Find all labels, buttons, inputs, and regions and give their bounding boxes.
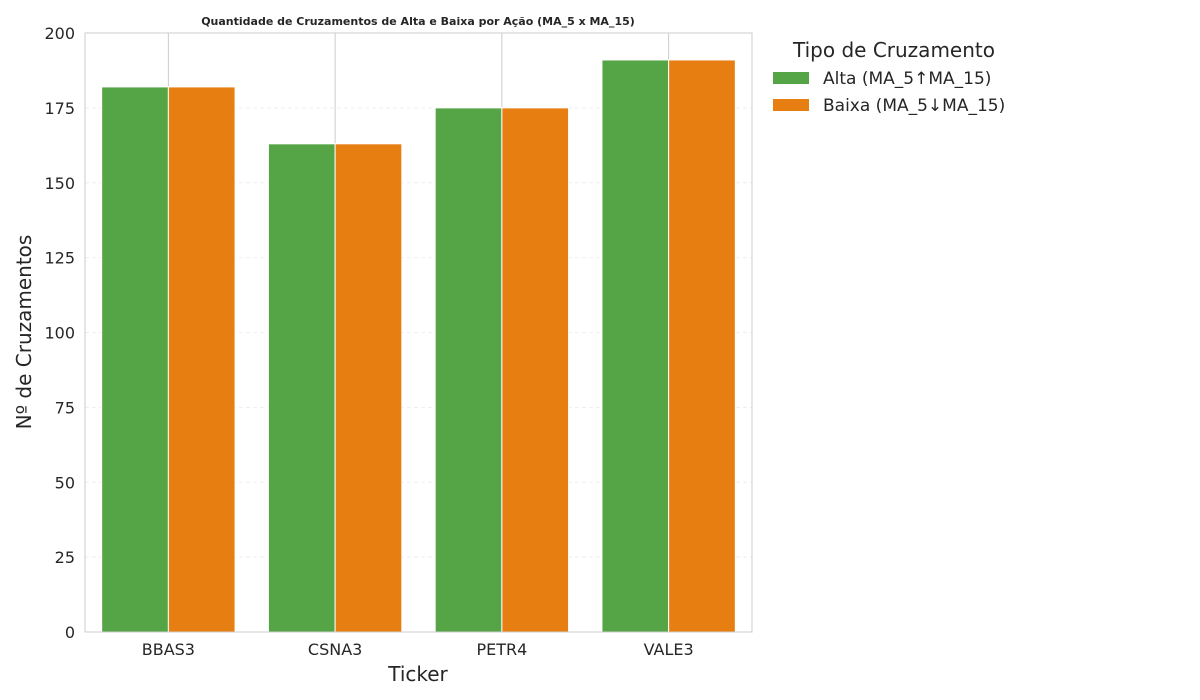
y-tick-label: 150 — [44, 174, 75, 193]
y-tick-label: 75 — [55, 398, 75, 417]
bar-alta-bbas3 — [101, 86, 169, 633]
y-tick-label: 50 — [55, 473, 75, 492]
y-axis-label: Nº de Cruzamentos — [12, 235, 36, 430]
bar-alta-petr4 — [434, 107, 503, 633]
y-tick-label: 125 — [44, 249, 75, 268]
x-tick-label: BBAS3 — [142, 640, 195, 659]
x-tick-label: PETR4 — [476, 640, 527, 659]
bar-alta-csna3 — [267, 143, 336, 633]
bar-baixa-bbas3 — [167, 86, 236, 633]
x-axis-label: Ticker — [387, 662, 448, 686]
chart-title: Quantidade de Cruzamentos de Alta e Baix… — [201, 15, 635, 28]
bar-baixa-csna3 — [334, 143, 403, 633]
x-tick-label: VALE3 — [644, 640, 694, 659]
legend-label: Baixa (MA_5↓MA_15) — [823, 96, 1005, 116]
legend-items: Alta (MA_5↑MA_15) Baixa (MA_5↓MA_15) — [773, 69, 1005, 116]
legend: Tipo de Cruzamento Alta (MA_5↑MA_15) Baix… — [773, 38, 1005, 116]
legend-swatch — [773, 72, 809, 84]
y-tick-label: 200 — [44, 24, 75, 43]
y-tick-label: 100 — [44, 324, 75, 343]
y-tick-label: 0 — [65, 623, 75, 642]
plot-frame — [84, 32, 753, 633]
legend-label: Alta (MA_5↑MA_15) — [823, 69, 991, 89]
y-axis-ticks: 0 25 50 75 100 125 150 175 200 — [44, 24, 75, 642]
legend-swatch — [773, 99, 809, 111]
bar-baixa-vale3 — [668, 59, 736, 633]
bars-layer — [101, 59, 736, 633]
bar-alta-vale3 — [601, 59, 670, 633]
bar-baixa-petr4 — [501, 107, 570, 633]
y-tick-label: 25 — [55, 548, 75, 567]
x-axis-ticks: BBAS3 CSNA3 PETR4 VALE3 — [142, 640, 694, 659]
x-tick-label: CSNA3 — [308, 640, 362, 659]
legend-title: Tipo de Cruzamento — [792, 38, 995, 62]
y-tick-label: 175 — [44, 99, 75, 118]
